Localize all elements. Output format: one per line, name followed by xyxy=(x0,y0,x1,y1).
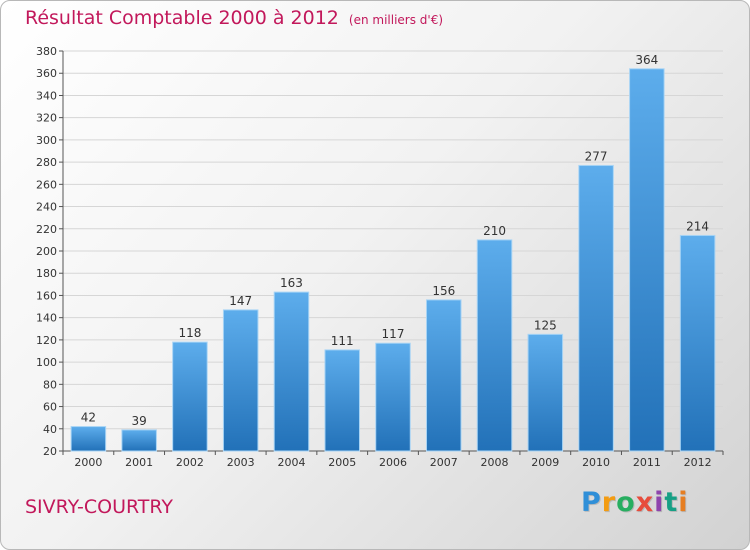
logo-letter: x xyxy=(635,487,655,518)
bar-data-label: 111 xyxy=(331,334,354,348)
y-tick-label: 360 xyxy=(36,67,57,80)
bar xyxy=(222,309,259,452)
x-tick-label: 2001 xyxy=(125,456,153,469)
y-tick-label: 20 xyxy=(43,445,57,458)
logo-letter: r xyxy=(601,487,617,518)
town-name: SIVRY-COURTRY xyxy=(25,496,174,518)
bar xyxy=(426,299,462,452)
bar xyxy=(476,239,513,452)
y-tick-label: 60 xyxy=(43,401,57,414)
logo-letter: o xyxy=(616,487,636,518)
chart-title: Résultat Comptable 2000 à 2012 (en millie… xyxy=(25,7,443,29)
bar xyxy=(70,426,107,452)
x-tick-label: 2010 xyxy=(582,456,610,469)
bar-data-label: 125 xyxy=(534,318,557,332)
x-tick-label: 2002 xyxy=(176,456,204,469)
bar xyxy=(273,291,310,452)
bar-data-label: 210 xyxy=(483,224,506,238)
data-labels: 42 39 118 147 163 111 117 156 210 125 277 364 214 xyxy=(81,53,709,428)
bar-data-label: 156 xyxy=(432,284,455,298)
bar-data-label: 277 xyxy=(585,149,608,163)
bar xyxy=(527,333,564,452)
bar xyxy=(121,429,157,452)
y-tick-label: 380 xyxy=(36,45,57,58)
y-tick-label: 40 xyxy=(43,423,57,436)
bar-data-label: 117 xyxy=(382,327,405,341)
bar xyxy=(172,341,208,452)
y-tick-label: 320 xyxy=(36,112,57,125)
logo-letter: i xyxy=(654,487,665,518)
y-tick-label: 80 xyxy=(43,378,57,391)
logo-letter: i xyxy=(678,487,689,518)
x-tick-label: 2007 xyxy=(430,456,458,469)
x-tick-label: 2004 xyxy=(277,456,305,469)
chart-title-main: Résultat Comptable 2000 à 2012 xyxy=(25,7,339,29)
bar-data-label: 42 xyxy=(81,411,96,425)
bar-data-label: 39 xyxy=(132,414,147,428)
y-tick-label: 240 xyxy=(36,201,57,214)
y-tick-label: 280 xyxy=(36,156,57,169)
bar-data-label: 147 xyxy=(229,294,252,308)
y-tick-label: 160 xyxy=(36,289,57,302)
x-tick-label: 2008 xyxy=(481,456,509,469)
y-tick-label: 120 xyxy=(36,334,57,347)
bar xyxy=(324,349,360,452)
bar xyxy=(578,164,614,452)
bars xyxy=(70,68,716,452)
bar-data-label: 118 xyxy=(178,326,201,340)
x-tick-label: 2012 xyxy=(684,456,712,469)
x-tick-label: 2003 xyxy=(227,456,255,469)
chart-subtitle: (en milliers d'€) xyxy=(348,13,444,27)
y-tick-label: 340 xyxy=(36,89,57,102)
x-tick-label: 2000 xyxy=(74,456,102,469)
x-tick-labels: 2000 2001 2002 2003 2004 2005 2006 2007 2008 2009… xyxy=(62,451,724,469)
proxiti-logo: Proxiti xyxy=(581,487,689,518)
y-tick-label: 100 xyxy=(36,356,57,369)
y-tick-label: 140 xyxy=(36,312,57,325)
bar-data-label: 364 xyxy=(635,53,658,67)
x-tick-label: 2011 xyxy=(633,456,661,469)
logo-letter: P xyxy=(581,487,602,518)
y-tick-label: 180 xyxy=(36,267,57,280)
logo-letter: t xyxy=(664,487,679,518)
bar xyxy=(679,234,716,452)
y-tick-label: 260 xyxy=(36,178,57,191)
bar xyxy=(629,68,665,452)
y-tick-label: 200 xyxy=(36,245,57,258)
x-tick-label: 2009 xyxy=(531,456,559,469)
x-tick-label: 2006 xyxy=(379,456,407,469)
y-tick-labels: 20 40 60 80 100 120 140 160 180 200 220 240 260 280 30… xyxy=(36,45,63,458)
bar-data-label: 214 xyxy=(686,219,709,233)
bar xyxy=(375,342,411,452)
y-tick-label: 300 xyxy=(36,134,57,147)
x-tick-label: 2005 xyxy=(328,456,356,469)
y-tick-label: 220 xyxy=(36,223,57,236)
bar-data-label: 163 xyxy=(280,276,303,290)
